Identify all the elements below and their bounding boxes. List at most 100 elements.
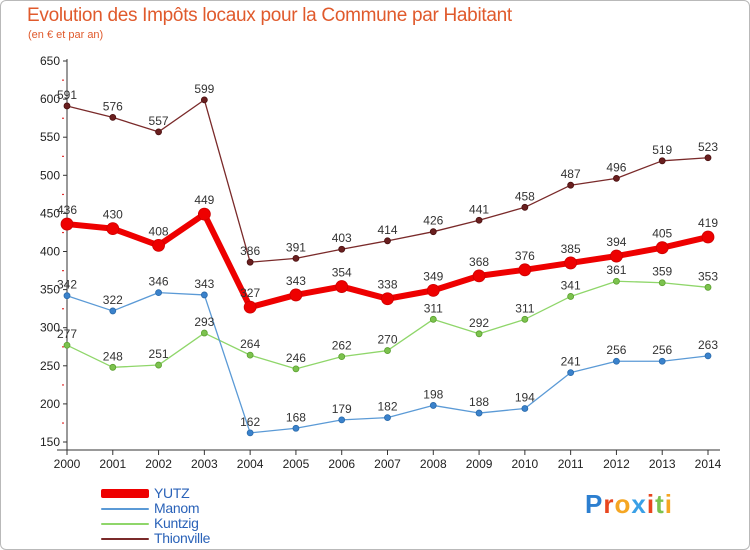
data-label-yutz: 327 — [240, 286, 260, 300]
data-label-thionville: 576 — [103, 99, 123, 113]
chart-legend: YUTZ Manom Kuntzig Thionville — [101, 486, 210, 546]
data-label-yutz: 449 — [194, 193, 214, 207]
data-label-thionville: 386 — [240, 244, 260, 258]
legend-swatch — [101, 489, 149, 498]
data-point-kuntzig — [246, 351, 254, 359]
y-tick-label: 350 — [40, 283, 60, 297]
data-label-thionville: 591 — [57, 88, 77, 102]
x-tick-label: 2013 — [649, 457, 676, 471]
legend-label: YUTZ — [154, 485, 190, 501]
legend-swatch — [101, 507, 149, 510]
data-point-yutz — [701, 230, 715, 244]
y-tick-label: 200 — [40, 397, 60, 411]
x-tick-label: 2007 — [374, 457, 401, 471]
data-point-kuntzig — [429, 315, 437, 323]
y-minor-tick — [62, 384, 64, 386]
logo-letter: P — [585, 489, 604, 519]
data-label-yutz: 343 — [286, 274, 306, 288]
legend-swatch — [101, 537, 149, 540]
x-tick-label: 2012 — [603, 457, 630, 471]
data-point-manom — [338, 416, 346, 424]
data-label-thionville: 414 — [377, 223, 397, 237]
y-tick-label: 150 — [40, 435, 60, 449]
data-point-thionville — [246, 258, 254, 266]
data-label-manom: 343 — [194, 277, 214, 291]
data-point-kuntzig — [338, 353, 346, 361]
data-point-kuntzig — [63, 341, 71, 349]
data-label-kuntzig: 311 — [515, 301, 534, 315]
data-label-manom: 182 — [377, 400, 397, 414]
y-minor-tick — [62, 346, 64, 348]
data-label-kuntzig: 262 — [332, 339, 352, 353]
logo-letter: t — [655, 489, 665, 519]
data-point-yutz — [289, 288, 303, 302]
data-label-yutz: 354 — [332, 266, 352, 280]
data-label-kuntzig: 341 — [561, 278, 581, 292]
x-tick-label: 2000 — [54, 457, 81, 471]
data-label-manom: 179 — [332, 402, 352, 416]
data-point-manom — [704, 352, 712, 360]
x-tick-label: 2006 — [328, 457, 355, 471]
data-point-kuntzig — [613, 277, 620, 285]
data-point-kuntzig — [109, 363, 117, 371]
legend-item-manom: Manom — [101, 501, 210, 516]
data-point-manom — [475, 409, 483, 417]
data-point-kuntzig — [521, 315, 529, 323]
data-point-kuntzig — [155, 361, 162, 369]
data-point-manom — [613, 357, 620, 365]
data-label-yutz: 368 — [469, 255, 489, 269]
data-label-manom: 194 — [515, 390, 535, 404]
data-point-manom — [521, 405, 529, 412]
data-label-manom: 188 — [469, 395, 489, 409]
data-point-thionville — [338, 245, 346, 253]
x-tick-label: 2009 — [466, 457, 493, 471]
data-label-manom: 256 — [652, 343, 672, 357]
data-point-manom — [109, 307, 117, 315]
data-label-yutz: 408 — [149, 224, 169, 238]
data-point-manom — [429, 402, 437, 409]
data-label-manom: 241 — [561, 355, 581, 369]
x-tick-label: 2002 — [145, 457, 172, 471]
data-point-thionville — [292, 254, 300, 262]
y-minor-tick — [62, 193, 64, 196]
data-label-thionville: 391 — [286, 240, 306, 254]
data-label-thionville: 519 — [652, 143, 672, 157]
data-point-thionville — [704, 154, 712, 162]
data-point-manom — [658, 357, 666, 365]
data-point-thionville — [475, 216, 483, 224]
data-label-yutz: 419 — [698, 216, 718, 230]
data-label-kuntzig: 246 — [286, 351, 306, 365]
legend-label: Thionville — [154, 530, 211, 546]
data-label-kuntzig: 361 — [606, 263, 626, 277]
data-point-thionville — [109, 113, 117, 121]
logo-letter: x — [631, 489, 647, 519]
data-point-kuntzig — [200, 329, 208, 337]
x-tick-label: 2014 — [695, 457, 722, 471]
data-point-yutz — [564, 256, 578, 270]
data-label-yutz: 349 — [423, 269, 443, 283]
data-label-thionville: 599 — [194, 82, 214, 96]
data-point-thionville — [63, 102, 71, 110]
data-point-kuntzig — [704, 283, 712, 291]
legend-swatch — [101, 522, 149, 525]
data-point-yutz — [60, 217, 74, 231]
data-label-manom: 322 — [103, 293, 123, 307]
data-point-thionville — [521, 203, 529, 211]
y-minor-tick — [62, 79, 64, 81]
data-point-thionville — [567, 181, 575, 189]
data-point-yutz — [472, 269, 486, 283]
legend-label: Kuntzig — [154, 515, 199, 531]
x-tick-label: 2008 — [420, 457, 447, 471]
data-label-kuntzig: 248 — [103, 349, 123, 363]
y-tick-label: 300 — [40, 321, 60, 335]
data-point-manom — [384, 414, 391, 422]
data-label-thionville: 557 — [149, 114, 169, 128]
data-label-kuntzig: 311 — [424, 301, 443, 315]
data-label-manom: 342 — [57, 278, 77, 292]
data-label-yutz: 430 — [103, 208, 123, 222]
data-label-kuntzig: 292 — [469, 316, 489, 330]
data-point-manom — [567, 369, 575, 377]
data-label-kuntzig: 293 — [194, 315, 214, 329]
data-label-kuntzig: 353 — [698, 269, 718, 283]
